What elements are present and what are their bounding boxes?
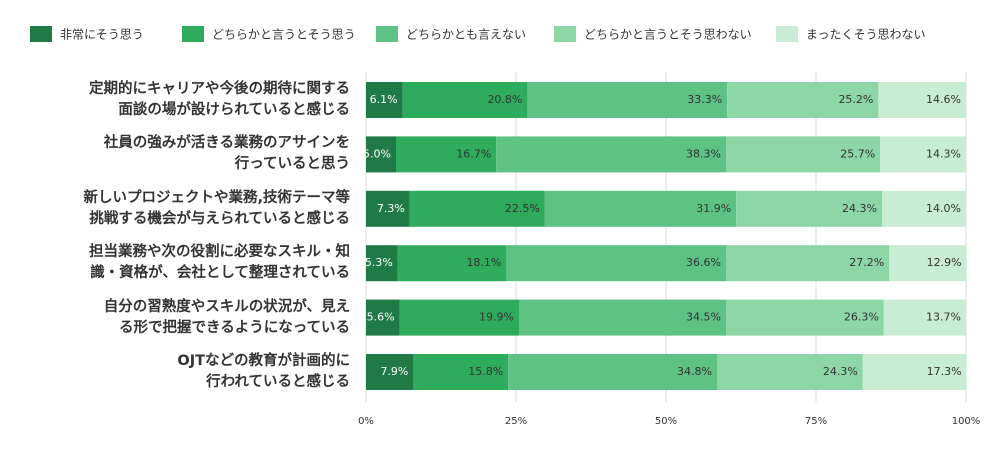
- category-label: OJTなどの教育が計画的に 行われていると感じる: [177, 353, 350, 390]
- value-label: 16.7%: [456, 147, 491, 160]
- legend-swatch: [376, 26, 398, 42]
- bar-segment: [880, 136, 966, 173]
- value-label: 36.6%: [686, 256, 721, 269]
- value-label: 7.9%: [380, 365, 408, 378]
- category-label: 担当業務や次の役割に必要なスキル・知 識・資格が、会社として整理されている: [89, 244, 350, 282]
- value-label: 34.8%: [677, 365, 712, 378]
- bar-segment: [544, 190, 737, 227]
- value-label: 24.3%: [823, 365, 858, 378]
- legend-swatch: [776, 26, 798, 42]
- bar-segment: [519, 299, 726, 336]
- bar-segment: [889, 245, 967, 282]
- value-label: 14.6%: [926, 93, 961, 106]
- legend-label: どちらかとも言えない: [406, 28, 526, 42]
- legend-swatch: [30, 26, 52, 42]
- bar-segment: [366, 354, 414, 390]
- legend-swatch: [554, 26, 576, 42]
- x-tick-label: 0%: [358, 416, 374, 427]
- category-label: 定期的にキャリアや今後の期待に関する 面談の場が設けられていると感じる: [89, 81, 350, 118]
- bar-segment: [878, 82, 966, 118]
- bar-segment: [883, 299, 966, 336]
- value-label: 27.2%: [849, 256, 884, 269]
- value-label: 15.8%: [468, 365, 503, 378]
- value-label: 17.3%: [927, 365, 962, 378]
- bar-segment: [402, 82, 528, 118]
- value-label: 14.3%: [926, 147, 961, 160]
- value-label: 5.0%: [363, 147, 391, 160]
- bar-segment: [413, 354, 509, 390]
- value-label: 25.7%: [840, 147, 875, 160]
- bar-segment: [366, 299, 400, 336]
- category-label: 自分の習熟度やスキルの状況が、見え る形で把握できるようになっている: [103, 298, 350, 336]
- value-label: 34.5%: [686, 311, 721, 324]
- bar-segment: [366, 245, 398, 282]
- bar-segment: [366, 190, 410, 227]
- value-label: 22.5%: [505, 202, 540, 215]
- value-label: 20.8%: [487, 93, 522, 106]
- bar-segment: [366, 82, 403, 118]
- bar-segment: [527, 82, 728, 118]
- bar-segment: [882, 190, 966, 227]
- bar-segment: [717, 354, 863, 390]
- bar-segment: [409, 190, 545, 227]
- legend-label: どちらかと言うとそう思わない: [584, 28, 752, 42]
- value-label: 31.9%: [696, 202, 731, 215]
- value-label: 38.3%: [686, 147, 721, 160]
- x-tick-label: 25%: [505, 416, 527, 427]
- value-label: 19.9%: [479, 311, 514, 324]
- value-label: 33.3%: [687, 93, 722, 106]
- bar-segment: [727, 82, 879, 118]
- value-label: 6.1%: [370, 93, 398, 106]
- value-label: 13.7%: [926, 311, 961, 324]
- category-label: 社員の強みが活きる業務のアサインを 行っていると思う: [103, 135, 350, 173]
- bar-segment: [496, 136, 726, 173]
- legend-label: どちらかと言うとそう思う: [212, 28, 356, 42]
- value-label: 25.2%: [838, 93, 873, 106]
- value-label: 26.3%: [844, 311, 879, 324]
- value-label: 14.0%: [926, 202, 961, 215]
- value-label: 7.3%: [377, 202, 405, 215]
- bar-segment: [726, 245, 890, 282]
- value-label: 24.3%: [842, 202, 877, 215]
- bar-segment: [397, 245, 507, 282]
- value-label: 5.3%: [365, 256, 393, 269]
- category-label: 新しいプロジェクトや業務,技術テーマ等 挑戦する機会が与えられていると感じる: [83, 189, 350, 227]
- bar-segment: [862, 354, 967, 390]
- bar-segment: [399, 299, 519, 336]
- bar-segment: [508, 354, 717, 390]
- x-tick-label: 75%: [805, 416, 827, 427]
- x-tick-label: 100%: [952, 416, 981, 427]
- legend-swatch: [182, 26, 204, 42]
- value-label: 12.9%: [927, 256, 962, 269]
- bar-segment: [506, 245, 726, 282]
- legend-label: 非常にそう思う: [60, 28, 144, 42]
- bar-segment: [726, 136, 881, 173]
- bar-segment: [396, 136, 497, 173]
- bar-segment: [726, 299, 884, 336]
- value-label: 5.6%: [367, 311, 395, 324]
- bar-segment: [736, 190, 882, 227]
- bar-segment: [366, 136, 396, 173]
- legend-label: まったくそう思わない: [806, 28, 926, 42]
- x-tick-label: 50%: [655, 416, 677, 427]
- value-label: 18.1%: [466, 256, 501, 269]
